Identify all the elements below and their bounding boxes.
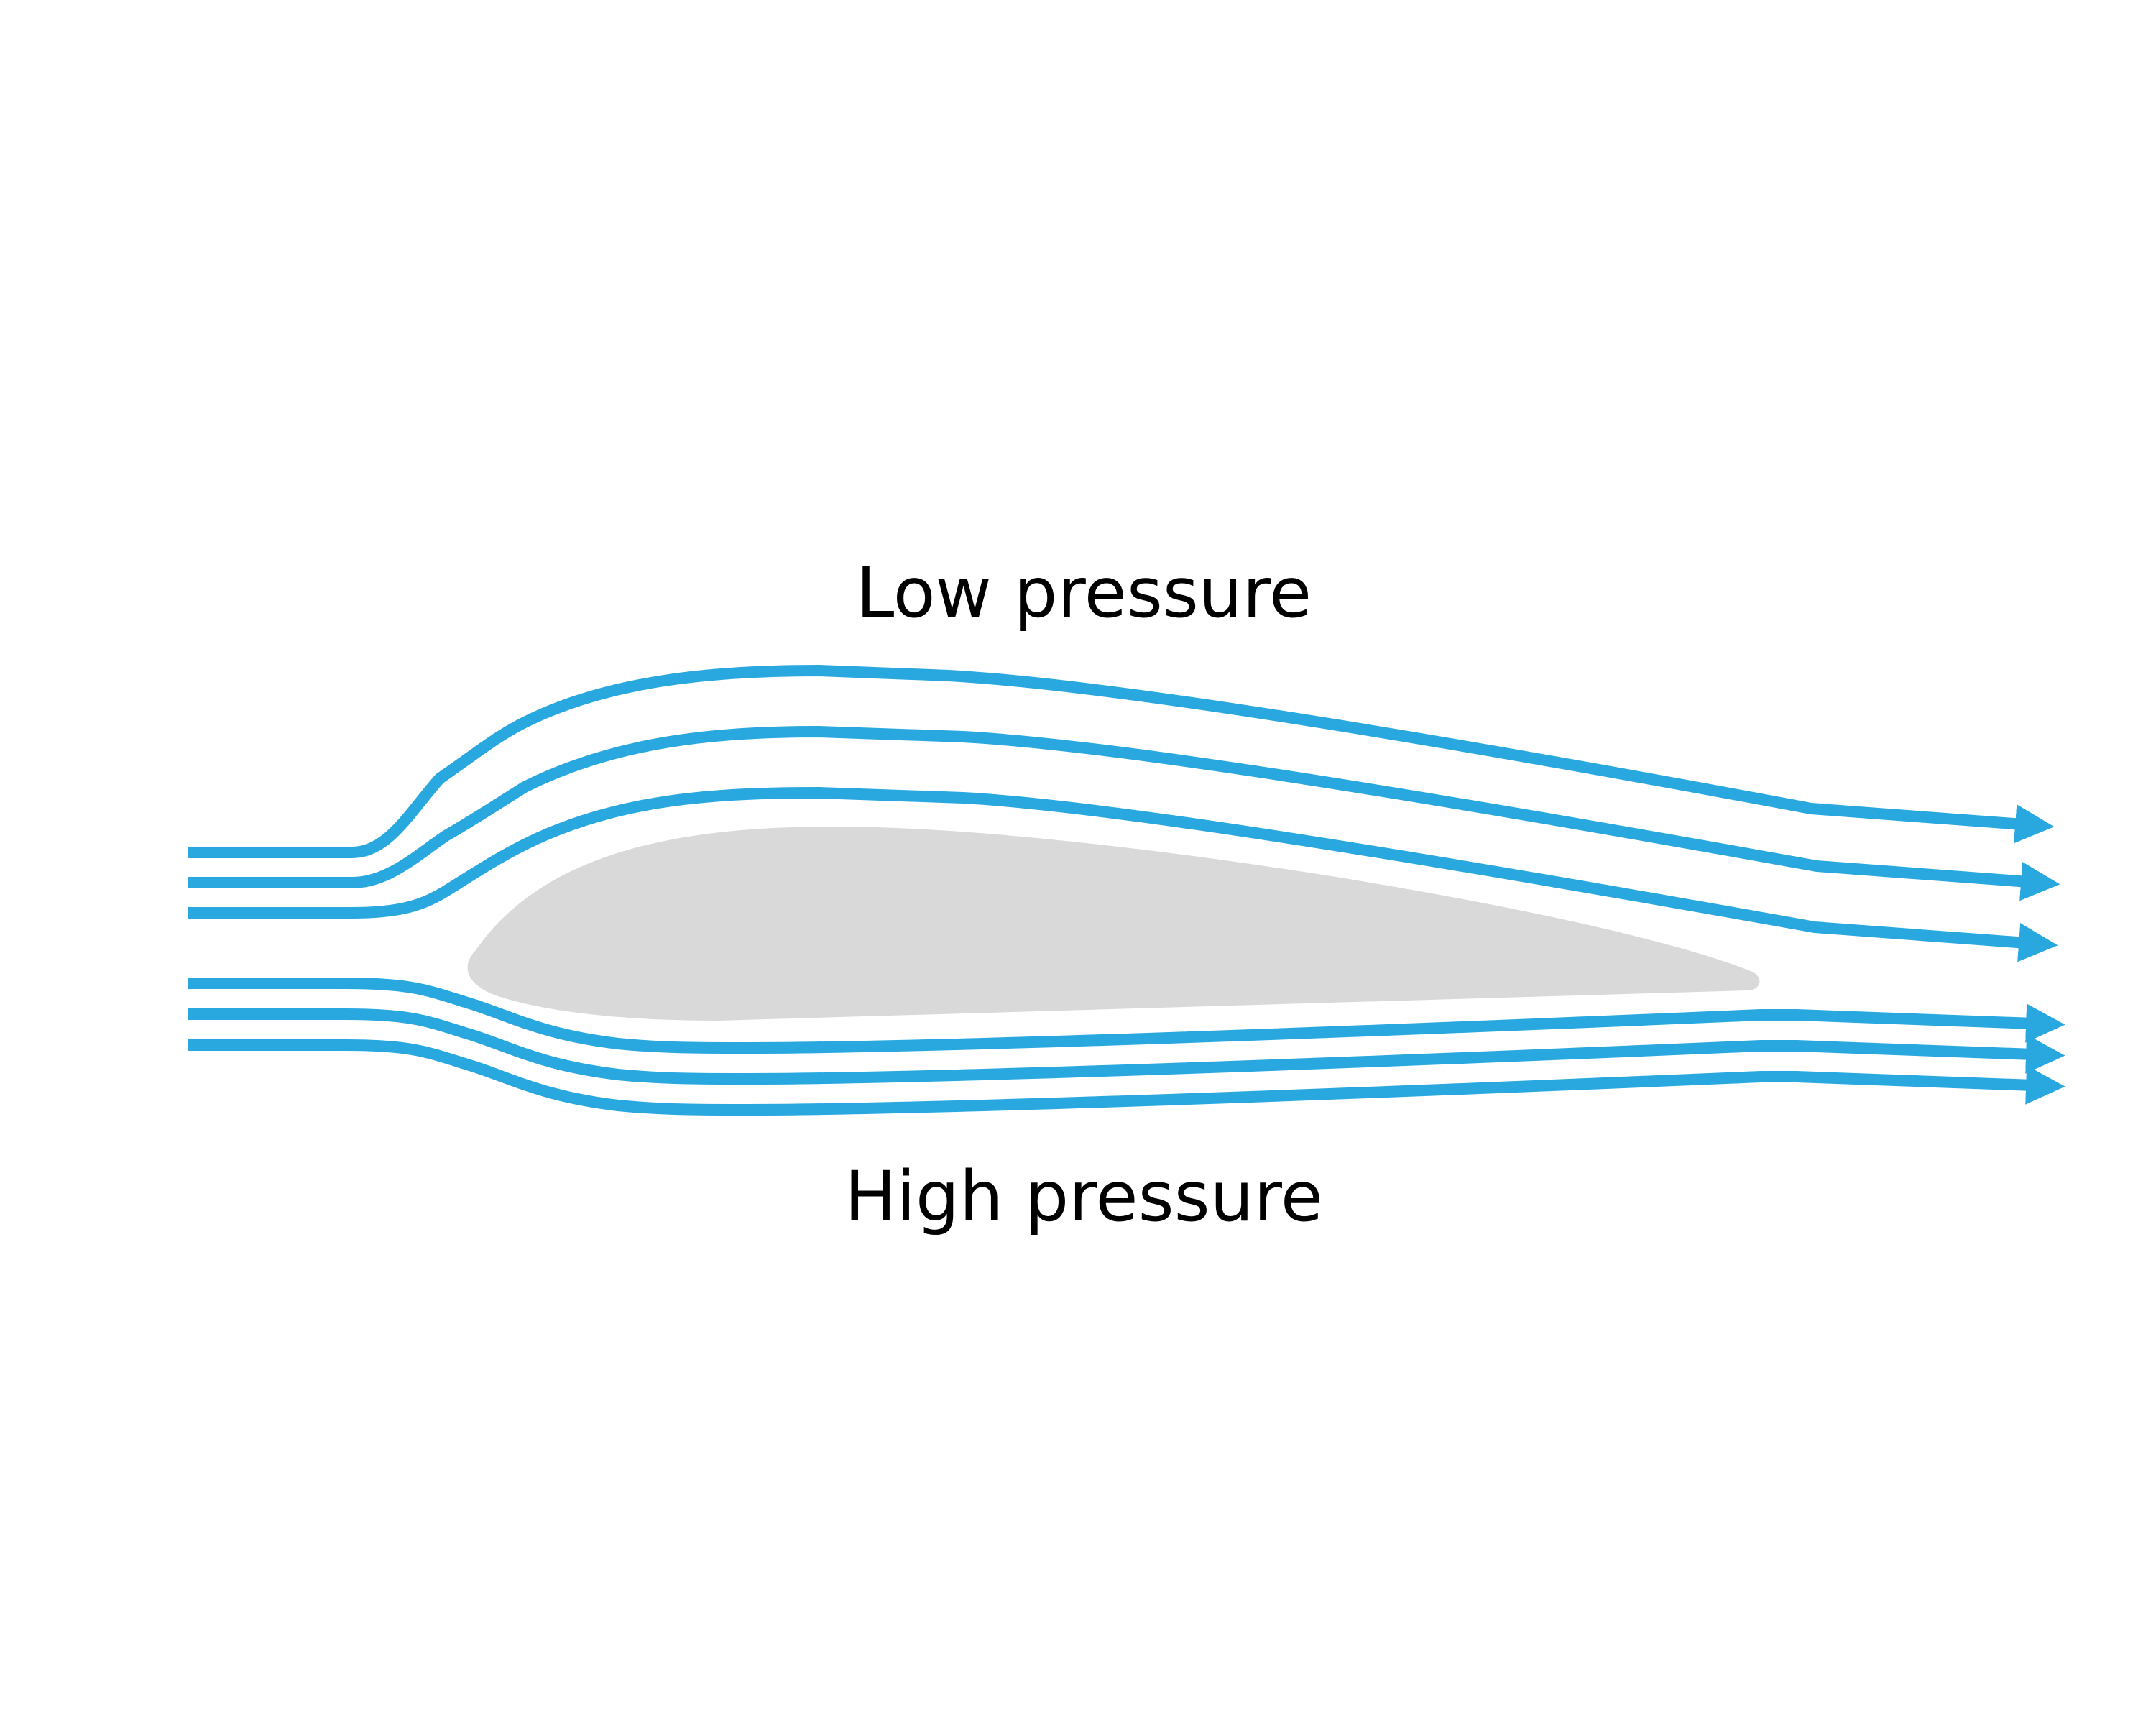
low-pressure-label: Low pressure bbox=[856, 553, 1312, 633]
upper-streamline-3 bbox=[188, 787, 2058, 962]
high-pressure-label: High pressure bbox=[844, 1156, 1323, 1237]
lower-streamline-2 bbox=[188, 1008, 2065, 1085]
airfoil-shape bbox=[467, 827, 1760, 1021]
upper-streamline-2 bbox=[188, 726, 2060, 901]
lower-streamline-1 bbox=[188, 978, 2065, 1054]
upper-streamline-1 bbox=[188, 665, 2055, 858]
lower-streamline-3 bbox=[188, 1039, 2065, 1116]
